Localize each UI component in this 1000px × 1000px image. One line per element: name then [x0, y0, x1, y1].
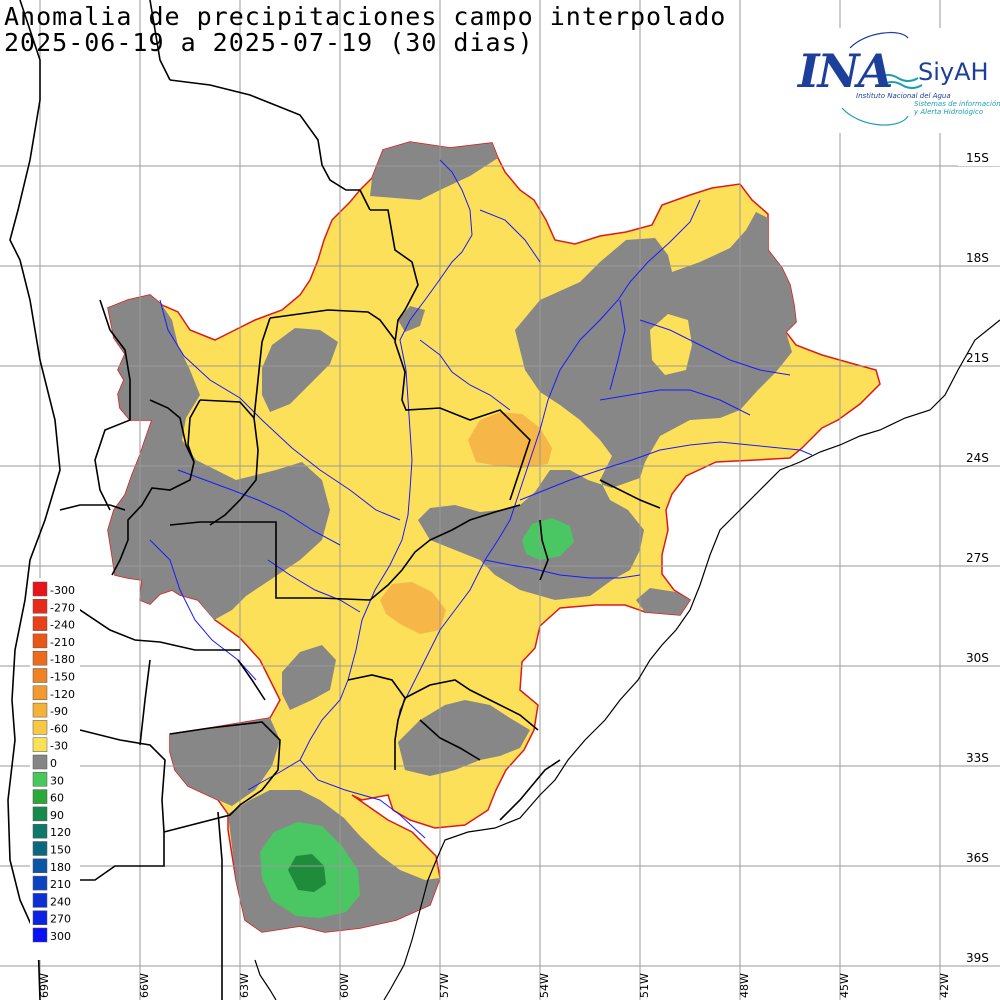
legend-label: -180 [50, 653, 75, 666]
lon-label-63w: 63W [238, 973, 251, 998]
legend-label: -60 [50, 722, 68, 735]
legend-swatch [32, 823, 48, 839]
legend-label: -120 [50, 688, 75, 701]
lat-label-15s: 15S [966, 151, 989, 165]
legend-label: 150 [50, 844, 71, 857]
lon-label-57w: 57W [438, 973, 451, 998]
legend-swatch [32, 599, 48, 614]
legend-label: 210 [50, 878, 71, 891]
lon-label-66w: 66W [138, 973, 151, 998]
lon-label-54w: 54W [538, 973, 551, 998]
legend-label: 240 [50, 895, 71, 908]
country-boundaries [7, 0, 661, 1000]
dry-orange-zones [380, 412, 552, 634]
legend-label: -150 [50, 671, 75, 684]
lat-label-36s: 36S [966, 851, 989, 865]
legend-label: -210 [50, 636, 75, 649]
legend-label: -90 [50, 705, 68, 718]
legend-swatch [32, 858, 48, 874]
lat-label-21s: 21S [966, 351, 989, 365]
ina-siyah-logo: INA SiyAH Instituto Nacional del Agua Si… [790, 28, 1000, 133]
color-legend: -300-270-240-210-180-150-120-90-60-30030… [30, 578, 80, 960]
lon-label-60w: 60W [338, 973, 351, 998]
legend-swatch [32, 789, 48, 804]
logo-tagline: Sistemas de información y Alerta Hidrológ… [914, 100, 1000, 116]
legend-swatch [32, 806, 48, 822]
legend-swatch [32, 737, 48, 752]
legend-label: -30 [50, 740, 68, 753]
logo-subtitle: Instituto Nacional del Agua [856, 92, 951, 100]
legend-swatch [32, 893, 48, 908]
legend-label: 0 [50, 757, 57, 770]
logo-swoosh-icon [841, 31, 923, 126]
logo-tagline-2: y Alerta Hidrológico [914, 108, 984, 116]
logo-tagline-1: Sistemas de información [914, 100, 1000, 108]
lon-label-51w: 51W [638, 973, 651, 998]
map-date-range: 2025-06-19 a 2025-07-19 (30 dias) [4, 28, 534, 57]
legend-label: 180 [50, 861, 71, 874]
latitude-labels: 15S 18S 21S 24S 27S 30S 33S 36S 39S [958, 150, 1000, 965]
legend-swatch [32, 616, 48, 631]
lat-label-30s: 30S [966, 651, 989, 665]
lon-label-45w: 45W [838, 973, 851, 998]
logo-ina-text: INA [798, 44, 893, 98]
legend-label: 30 [50, 774, 64, 787]
legend-label: -300 [50, 584, 75, 597]
legend-label: -270 [50, 601, 75, 614]
legend-swatch [32, 668, 48, 683]
coastline [254, 319, 1000, 1000]
legend-swatch [32, 772, 48, 787]
lat-label-33s: 33S [966, 751, 989, 765]
wet-zones [260, 518, 574, 918]
near-normal-zones [108, 142, 796, 932]
lat-label-24s: 24S [966, 451, 989, 465]
legend-label: -240 [50, 619, 75, 632]
legend-label: 300 [50, 930, 71, 943]
legend-label: 60 [50, 792, 64, 805]
logo-siyah-text: SiyAH [918, 58, 989, 86]
legend-swatch [32, 875, 48, 891]
legend-swatch [32, 685, 48, 701]
lon-label-42w: 42W [938, 973, 951, 998]
legend-swatch [32, 581, 48, 597]
legend-swatch [32, 927, 48, 943]
legend-swatch [32, 720, 48, 735]
legend-label: 270 [50, 913, 71, 926]
legend-swatch [32, 754, 48, 770]
rivers [149, 159, 813, 839]
legend-swatch [32, 633, 48, 649]
legend-label: 90 [50, 809, 64, 822]
lat-label-18s: 18S [966, 251, 989, 265]
lat-label-39s: 39S [966, 951, 989, 965]
map-title: Anomalia de precipitaciones campo interp… [4, 2, 727, 31]
legend-swatch [32, 702, 48, 718]
legend-swatch [32, 841, 48, 856]
lon-label-48w: 48W [738, 973, 751, 998]
longitude-labels: 69W 66W 63W 60W 57W 54W 51W 48W 45W 42W [38, 973, 951, 998]
legend-swatch [32, 910, 48, 925]
lat-label-27s: 27S [966, 551, 989, 565]
lon-label-69w: 69W [38, 973, 51, 998]
legend-label: 120 [50, 826, 71, 839]
legend-swatch [32, 650, 48, 666]
